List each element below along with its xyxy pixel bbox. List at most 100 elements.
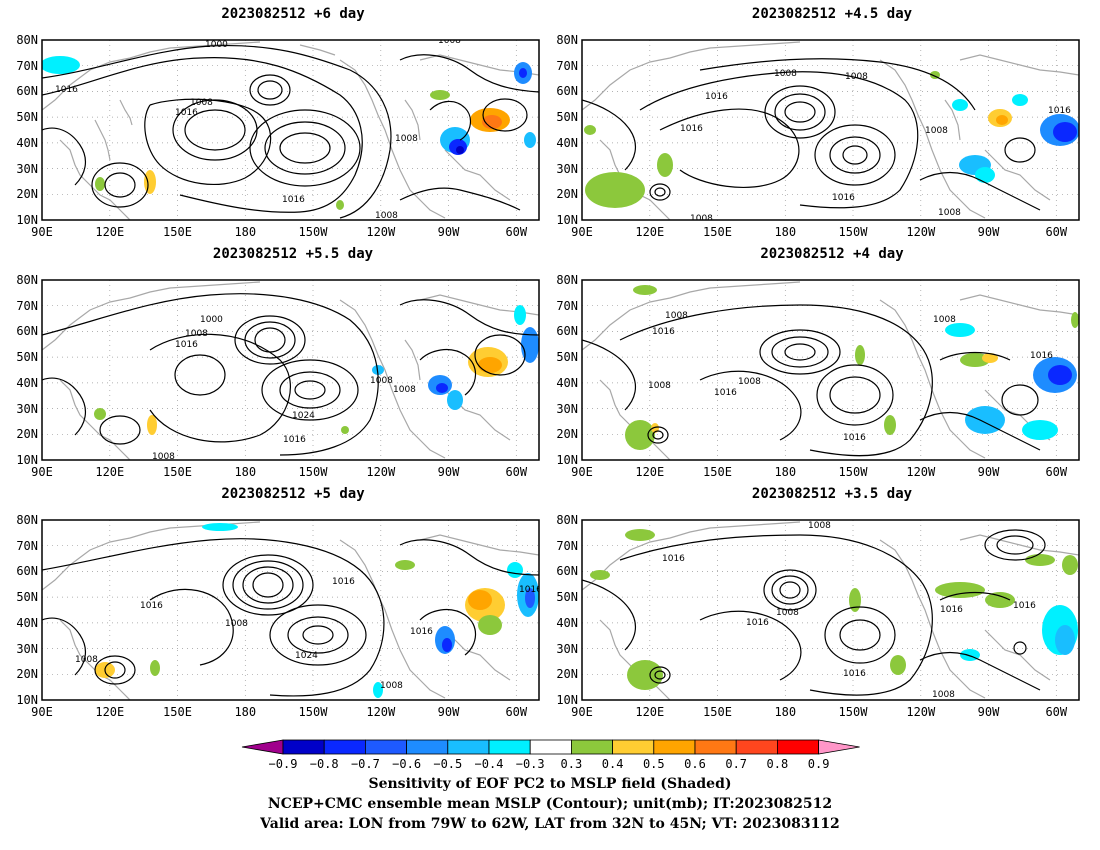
svg-text:20N: 20N: [556, 187, 578, 201]
contour-label: 1016: [140, 601, 163, 611]
svg-text:180: 180: [234, 705, 256, 719]
svg-text:120E: 120E: [95, 225, 124, 239]
lon-axis-labels: 90E 120E 150E 180 150W 120W 90W 60W: [31, 705, 528, 719]
contour-label: 1008: [925, 126, 948, 136]
lat-axis-labels: 80N 70N 60N 50N 40N 30N 20N 10N: [556, 513, 578, 707]
contour-label: 1016: [1013, 601, 1036, 611]
svg-text:150E: 150E: [163, 705, 192, 719]
svg-text:150E: 150E: [703, 225, 732, 239]
colorbar-tick-label: 0.8: [767, 757, 789, 771]
colorbar-tick-label: −0.3: [516, 757, 545, 771]
contour-label: 1008: [395, 134, 418, 144]
contour-label: 1008: [738, 377, 761, 387]
svg-text:40N: 40N: [16, 616, 38, 630]
svg-text:90W: 90W: [438, 705, 460, 719]
svg-text:70N: 70N: [556, 539, 578, 553]
svg-text:120E: 120E: [95, 465, 124, 479]
mslp-contours: [42, 293, 539, 456]
contour-labels: 1000 1008 1016 1024 1016 1008 1008 1008: [152, 315, 416, 462]
svg-text:150W: 150W: [839, 465, 869, 479]
lat-axis-labels: 80N 70N 60N 50N 40N 30N 20N 10N: [16, 33, 38, 227]
svg-text:60W: 60W: [1045, 705, 1067, 719]
contour-label: 1008: [690, 214, 713, 224]
contour-label: 1008: [375, 211, 398, 221]
map-panel-5: 1016 1016 1008 1024 1016 1016 1008 1008 …: [16, 513, 540, 719]
contour-label: 1000: [200, 315, 223, 325]
colorbar-box: [364, 739, 407, 755]
mslp-contours: [582, 529, 1046, 696]
footer-line-1: Sensitivity of EOF PC2 to MSLP field (Sh…: [368, 776, 732, 792]
gridlines: [582, 40, 1079, 220]
map-frame: [581, 39, 1080, 221]
contour-labels: 1008 1016 1008 1016 1016 1016 1016 1008: [662, 521, 1036, 700]
contour-label: 1016: [283, 435, 306, 445]
svg-text:10N: 10N: [556, 453, 578, 467]
colorbar-box: [777, 739, 820, 755]
svg-text:120W: 120W: [366, 465, 396, 479]
svg-text:30N: 30N: [556, 162, 578, 176]
panel-title-1: 2023082512 +6 day: [221, 6, 365, 22]
svg-text:60N: 60N: [16, 324, 38, 338]
svg-text:120W: 120W: [366, 705, 396, 719]
svg-text:20N: 20N: [16, 427, 38, 441]
svg-text:20N: 20N: [16, 667, 38, 681]
contour-label: 1016: [662, 554, 685, 564]
colorbar-tick-label: 0.5: [643, 757, 665, 771]
contour-labels: 1016 1016 1008 1024 1016 1016 1008 1008: [75, 577, 539, 691]
contour-label: 1016: [410, 627, 433, 637]
contour-label: 1008: [938, 208, 961, 218]
svg-text:60W: 60W: [1045, 465, 1067, 479]
colorbar-tick-label: 0.3: [561, 757, 583, 771]
svg-text:80N: 80N: [556, 33, 578, 47]
map-frame: [41, 279, 540, 461]
svg-text:120W: 120W: [906, 705, 936, 719]
map-frame: [41, 39, 540, 221]
map-frame: [581, 279, 1080, 461]
colorbar-box: [488, 739, 531, 755]
sensitivity-shading: [42, 56, 536, 210]
contour-label: 1016: [332, 577, 355, 587]
lat-axis-labels: 80N 70N 60N 50N 40N 30N 20N 10N: [16, 513, 38, 707]
gridlines: [42, 520, 539, 700]
panel-title-4: 2023082512 +4 day: [760, 246, 904, 262]
footer-line-2: NCEP+CMC ensemble mean MSLP (Contour); u…: [267, 796, 833, 812]
svg-text:10N: 10N: [556, 693, 578, 707]
svg-text:60N: 60N: [16, 564, 38, 578]
colorbar-box: [694, 739, 737, 755]
svg-text:90E: 90E: [571, 225, 593, 239]
svg-text:30N: 30N: [556, 402, 578, 416]
lat-axis-labels: 80N 70N 60N 50N 40N 30N 20N 10N: [556, 273, 578, 467]
contour-label: 1016: [705, 92, 728, 102]
map-frame: [581, 519, 1080, 701]
svg-text:180: 180: [774, 225, 796, 239]
sensitivity-shading: [94, 305, 539, 435]
contour-label: 1016: [940, 605, 963, 615]
svg-text:60W: 60W: [1045, 225, 1067, 239]
svg-text:90W: 90W: [978, 225, 1000, 239]
map-panel-6: 1008 1016 1008 1016 1016 1016 1016 1008 …: [556, 513, 1080, 719]
map-panel-4: 1008 1016 1008 1008 1016 1016 1008 1016 …: [556, 273, 1080, 479]
panel-title-5: 2023082512 +5 day: [221, 486, 365, 502]
svg-text:90W: 90W: [978, 465, 1000, 479]
contour-label: 1008: [380, 681, 403, 691]
svg-text:180: 180: [234, 465, 256, 479]
svg-text:50N: 50N: [16, 590, 38, 604]
sensitivity-shading: [584, 71, 1079, 208]
colorbar-tick-label: 0.4: [602, 757, 624, 771]
contour-label: 1016: [55, 85, 78, 95]
footer-line-3: Valid area: LON from 79W to 62W, LAT fro…: [260, 816, 840, 832]
mslp-contours: [582, 58, 1041, 211]
svg-text:120W: 120W: [906, 225, 936, 239]
contour-label: 1008: [185, 329, 208, 339]
svg-text:120E: 120E: [635, 225, 664, 239]
sensitivity-shading: [95, 523, 539, 698]
svg-text:10N: 10N: [16, 693, 38, 707]
contour-label: 1008: [808, 521, 831, 531]
svg-text:40N: 40N: [16, 136, 38, 150]
svg-text:10N: 10N: [16, 213, 38, 227]
svg-text:150W: 150W: [299, 465, 329, 479]
svg-text:120W: 120W: [366, 225, 396, 239]
svg-text:150W: 150W: [839, 705, 869, 719]
contour-label: 1008: [152, 452, 175, 462]
panel-title-2: 2023082512 +4.5 day: [751, 6, 913, 22]
